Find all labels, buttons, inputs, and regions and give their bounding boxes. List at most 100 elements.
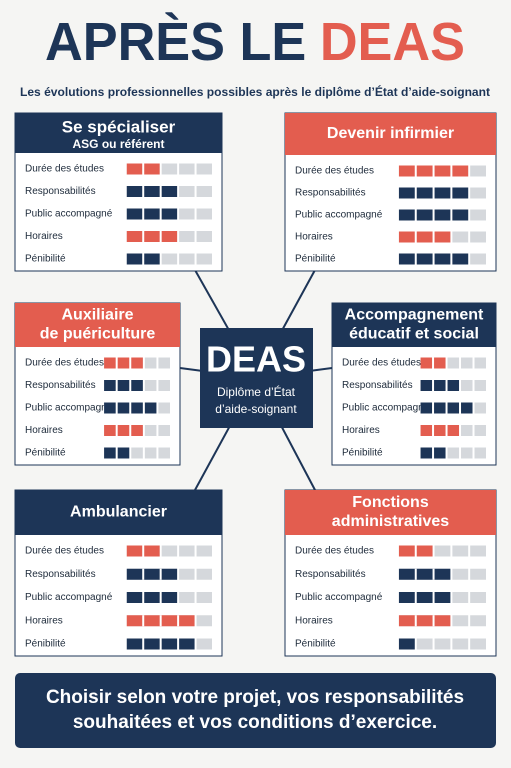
rating-bar [126,186,178,197]
rating-bar [420,380,460,391]
criterion-label: Responsabilités [295,188,366,199]
rating-bar [104,357,143,369]
card-header [285,113,496,155]
rating-segment-bg [470,568,486,580]
criterion-label: Horaires [25,231,63,242]
rating-segment-bg [161,163,178,175]
rating-segment-bg [196,592,212,603]
criterion-label: Public accompagné [342,403,430,414]
rating-segment-bg [470,165,486,177]
rating-segment-bg [452,615,469,627]
rating-segment-bg [452,638,469,650]
footer-box [15,673,496,748]
title-part: DEAS [320,12,465,72]
footer-line: souhaitées et vos conditions d’exercice. [73,712,437,733]
rating-segment-bg [196,545,212,557]
rating-segment-bg [461,357,473,369]
rating-segment-bg [447,447,460,459]
card-header [332,303,496,347]
rating-bar [126,208,178,220]
rating-segment-bg [470,638,486,650]
center-line: Diplôme d’État [217,384,296,399]
card-title: de puériculture [40,326,156,343]
criterion-label: Horaires [295,232,333,243]
rating-bar [398,592,451,603]
rating-segment-bg [158,380,170,391]
criterion-label: Horaires [342,425,380,436]
criterion-label: Public accompagné [25,209,113,220]
rating-segment-bg [179,163,195,175]
rating-bar [398,615,451,627]
rating-bar [398,638,415,650]
rating-bar [126,231,178,242]
rating-segment-bg [416,638,433,650]
rating-segment-bg [161,253,178,265]
criterion-label: Horaires [295,615,333,626]
rating-segment-bg [434,545,451,557]
criterion-label: Durée des études [342,358,421,369]
rating-segment-bg [470,545,486,557]
rating-segment-bg [461,380,473,391]
rating-segment-bg [452,592,469,603]
rating-segment-bg [452,568,469,580]
center-box [200,328,313,428]
rating-segment-bg [461,425,473,436]
rating-segment-bg [179,568,195,580]
rating-bar [420,425,460,436]
criterion-label: Public accompagné [25,592,113,603]
rating-segment-bg [158,425,170,436]
rating-segment-bg [452,545,469,557]
rating-segment-bg [179,253,195,265]
rating-segment-bg [131,447,143,459]
card-title: Auxiliaire [61,307,133,324]
criterion-label: Durée des études [25,546,104,557]
criterion-label: Responsabilités [295,569,366,580]
rating-segment-bg [470,615,486,627]
center-title: DEAS [206,339,306,380]
rating-segment-bg [161,545,178,557]
criterion-label: Durée des études [25,164,104,175]
criterion-label: Responsabilités [25,380,96,391]
rating-segment-bg [452,231,469,243]
rating-segment-bg [196,231,212,242]
card-title: Se spécialiser [62,117,176,136]
rating-bar [104,425,143,436]
rating-segment-bg [196,163,212,175]
criterion-label: Pénibilité [295,639,336,650]
rating-segment-bg [470,209,486,221]
rating-segment-bg [470,592,486,603]
card-header [15,490,222,535]
subtitle: Les évolutions professionnelles possible… [20,84,490,99]
rating-bar [398,568,451,580]
rating-segment-bg [196,615,212,627]
criterion-label: Pénibilité [25,254,66,265]
rating-segment-bg [474,380,486,391]
criterion-label: Public accompagné [295,592,383,603]
criterion-label: Pénibilité [295,254,336,265]
rating-segment-bg [144,425,157,436]
rating-segment-bg [447,357,460,369]
rating-segment-bg [144,447,157,459]
rating-segment-bg [179,208,195,220]
rating-segment-bg [179,231,195,242]
rating-segment-bg [179,545,195,557]
footer-line: Choisir selon votre projet, vos responsa… [46,687,464,708]
rating-segment-bg [196,186,212,197]
rating-segment-bg [474,402,486,414]
title-part: APRÈS LE [45,12,306,72]
criterion-label: Durée des études [25,358,104,369]
rating-segment-bg [179,186,195,197]
rating-segment-bg [470,187,486,199]
rating-segment-bg [196,638,212,650]
rating-segment-bg [461,447,473,459]
rating-segment-bg [144,380,157,391]
rating-bar [126,568,178,580]
criterion-label: Pénibilité [25,448,66,459]
rating-segment-bg [470,231,486,243]
criterion-label: Public accompagné [295,210,383,221]
main-title: APRÈS LEDEAS [45,12,465,72]
rating-segment-bg [179,592,195,603]
rating-segment-bg [474,425,486,436]
rating-segment-bg [196,208,212,220]
